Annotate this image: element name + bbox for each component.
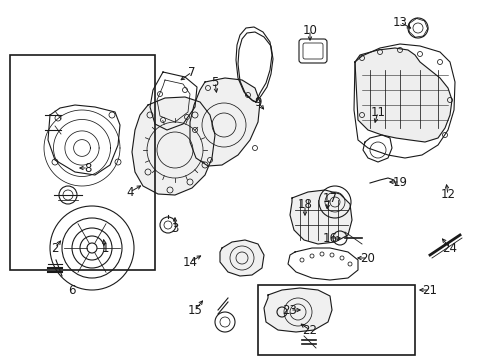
Text: 10: 10 <box>302 23 317 36</box>
Text: 17: 17 <box>322 192 337 204</box>
Text: 3: 3 <box>171 221 178 234</box>
Text: 12: 12 <box>440 189 454 202</box>
Polygon shape <box>264 288 331 332</box>
Polygon shape <box>289 190 351 244</box>
Bar <box>258 285 414 355</box>
Polygon shape <box>132 97 215 195</box>
Text: 7: 7 <box>188 66 195 78</box>
Text: 23: 23 <box>282 303 297 316</box>
Text: 1: 1 <box>101 242 108 255</box>
Text: 14: 14 <box>182 256 197 269</box>
Text: 5: 5 <box>211 76 218 89</box>
Text: 4: 4 <box>126 185 134 198</box>
Text: 13: 13 <box>392 15 407 28</box>
Text: 8: 8 <box>84 162 92 175</box>
Text: 2: 2 <box>51 242 59 255</box>
Text: 18: 18 <box>297 198 312 211</box>
Text: 19: 19 <box>392 175 407 189</box>
Polygon shape <box>354 48 451 142</box>
Text: 15: 15 <box>187 303 202 316</box>
Text: 16: 16 <box>322 231 337 244</box>
Text: 22: 22 <box>302 324 317 337</box>
Polygon shape <box>190 78 260 166</box>
Text: 24: 24 <box>442 242 457 255</box>
Text: 21: 21 <box>422 284 437 297</box>
Text: 11: 11 <box>370 105 385 118</box>
Polygon shape <box>220 240 264 276</box>
Text: 6: 6 <box>68 284 76 297</box>
Text: 20: 20 <box>360 252 375 265</box>
Text: 9: 9 <box>254 95 261 108</box>
Bar <box>10 55 155 270</box>
